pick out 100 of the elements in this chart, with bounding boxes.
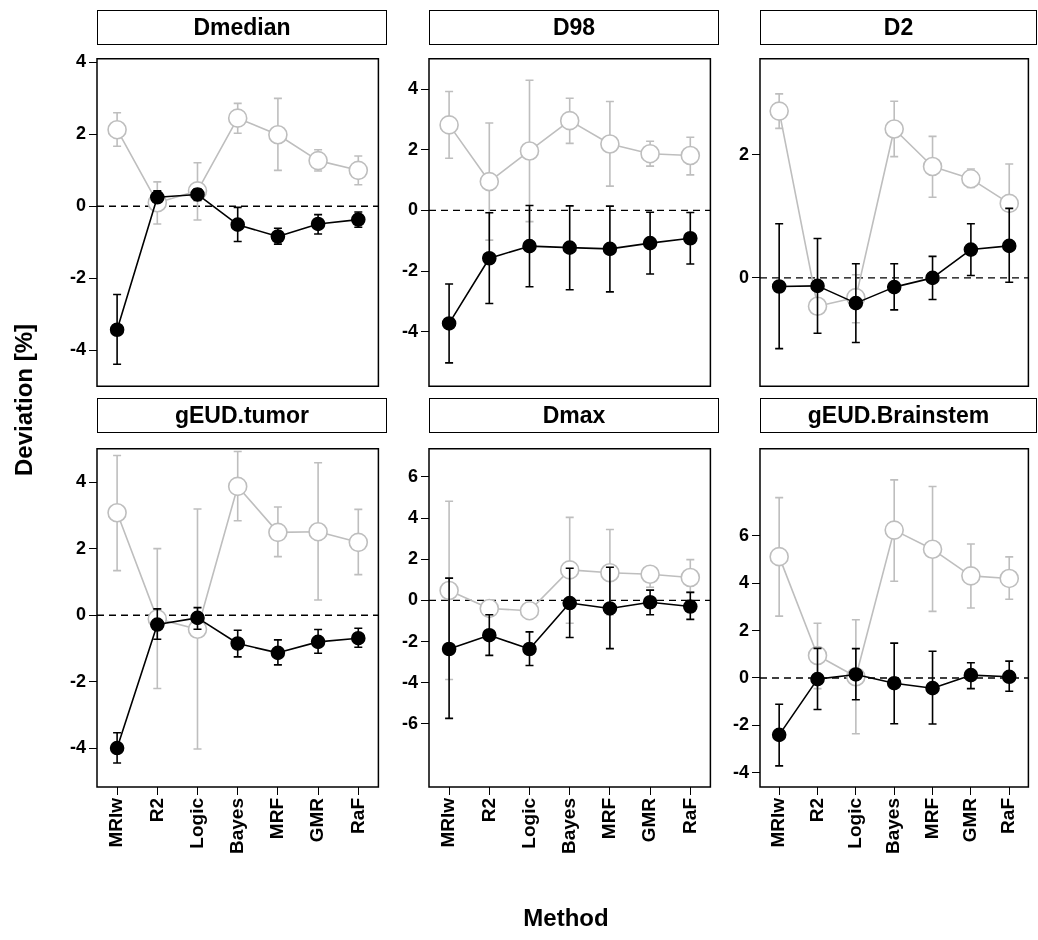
x-tick-label: MRIw — [105, 797, 127, 848]
point — [230, 636, 245, 651]
y-tick-label: 0 — [738, 266, 749, 287]
y-axis-title: Deviation [%] — [10, 323, 38, 477]
point — [807, 296, 828, 316]
y-tick-label: -2 — [401, 630, 418, 651]
point — [109, 740, 125, 756]
x-tick-label: MRF — [598, 798, 620, 840]
point — [683, 599, 698, 614]
y-tick-label: 0 — [75, 604, 86, 625]
x-tick-label: MRIw — [767, 797, 789, 848]
point — [519, 600, 540, 621]
chart-title: Dmax — [429, 398, 719, 433]
point — [562, 595, 577, 611]
x-tick-label: Bayes — [882, 798, 904, 854]
x-tick-label: MRF — [920, 798, 942, 840]
x-tick-label: Bayes — [225, 798, 247, 854]
x-tick-label: RaF — [997, 798, 1019, 834]
point — [107, 502, 127, 523]
x-tick-label: GMR — [959, 797, 981, 843]
point — [807, 645, 828, 666]
point — [1001, 669, 1017, 685]
y-tick-label: 2 — [738, 619, 749, 640]
point — [848, 295, 864, 311]
point — [522, 641, 537, 657]
x-tick-label: GMR — [306, 797, 328, 843]
point — [600, 134, 620, 154]
point — [925, 270, 940, 286]
point — [680, 567, 701, 588]
chart-title: D98 — [429, 10, 719, 45]
y-tick-label: -2 — [69, 267, 86, 288]
x-tick-label: Logic — [185, 797, 207, 849]
y-tick-label: -6 — [401, 712, 418, 733]
point — [999, 193, 1020, 214]
y-tick-label: 2 — [738, 143, 749, 164]
point — [961, 169, 981, 189]
point — [884, 520, 904, 540]
point — [1001, 238, 1017, 254]
point — [230, 217, 245, 232]
point — [642, 235, 658, 251]
x-tick-label: R2 — [805, 798, 827, 823]
point — [562, 240, 577, 255]
y-tick-label: -2 — [732, 714, 749, 735]
y-tick-label: 6 — [407, 465, 418, 486]
x-tick-label: Bayes — [557, 798, 579, 854]
y-tick-label: 2 — [407, 548, 418, 569]
y-tick-label: 2 — [75, 123, 86, 144]
chart-title: gEUD.tumor — [97, 398, 387, 433]
y-tick-label: 2 — [407, 138, 418, 159]
x-tick-label: R2 — [477, 798, 499, 823]
point — [268, 522, 288, 543]
point — [963, 667, 979, 683]
point — [559, 110, 580, 131]
x-tick-label: RaF — [346, 798, 368, 834]
point — [482, 250, 497, 266]
point — [479, 171, 500, 192]
y-tick-label: 4 — [407, 506, 418, 527]
y-tick-label: 2 — [75, 537, 86, 558]
point — [999, 568, 1020, 589]
y-tick-label: 6 — [738, 524, 749, 545]
point — [683, 230, 698, 246]
x-tick-label: MRIw — [437, 797, 459, 848]
point — [640, 564, 660, 585]
chart-title: D2 — [760, 10, 1037, 45]
y-tick-label: -4 — [732, 761, 749, 782]
y-tick-label: 0 — [407, 589, 418, 610]
point — [190, 610, 205, 626]
point — [519, 141, 540, 161]
point — [268, 124, 288, 145]
point — [348, 160, 369, 181]
y-tick-label: 4 — [738, 572, 749, 593]
point — [640, 143, 660, 164]
point — [925, 680, 940, 696]
y-tick-label: -4 — [69, 737, 86, 758]
point — [810, 671, 825, 687]
point — [642, 594, 658, 610]
point — [963, 242, 979, 257]
x-tick-label: Logic — [844, 797, 866, 849]
point — [227, 108, 248, 128]
x-tick-label: Logic — [517, 797, 539, 849]
point — [308, 521, 328, 542]
point — [308, 150, 328, 171]
y-tick-label: -4 — [401, 671, 418, 692]
point — [482, 627, 497, 643]
point — [884, 119, 904, 139]
point — [441, 641, 457, 657]
point — [109, 322, 125, 338]
y-tick-label: -2 — [401, 259, 418, 280]
y-tick-label: -4 — [401, 320, 418, 341]
point — [227, 476, 248, 497]
point — [310, 634, 326, 650]
x-tick-label: GMR — [638, 797, 660, 843]
point — [439, 115, 459, 135]
point — [922, 156, 943, 177]
point — [680, 145, 701, 166]
y-tick-label: -4 — [69, 339, 86, 360]
point — [522, 238, 537, 254]
y-tick-label: 4 — [75, 471, 86, 492]
point — [479, 598, 500, 619]
point — [771, 279, 787, 294]
